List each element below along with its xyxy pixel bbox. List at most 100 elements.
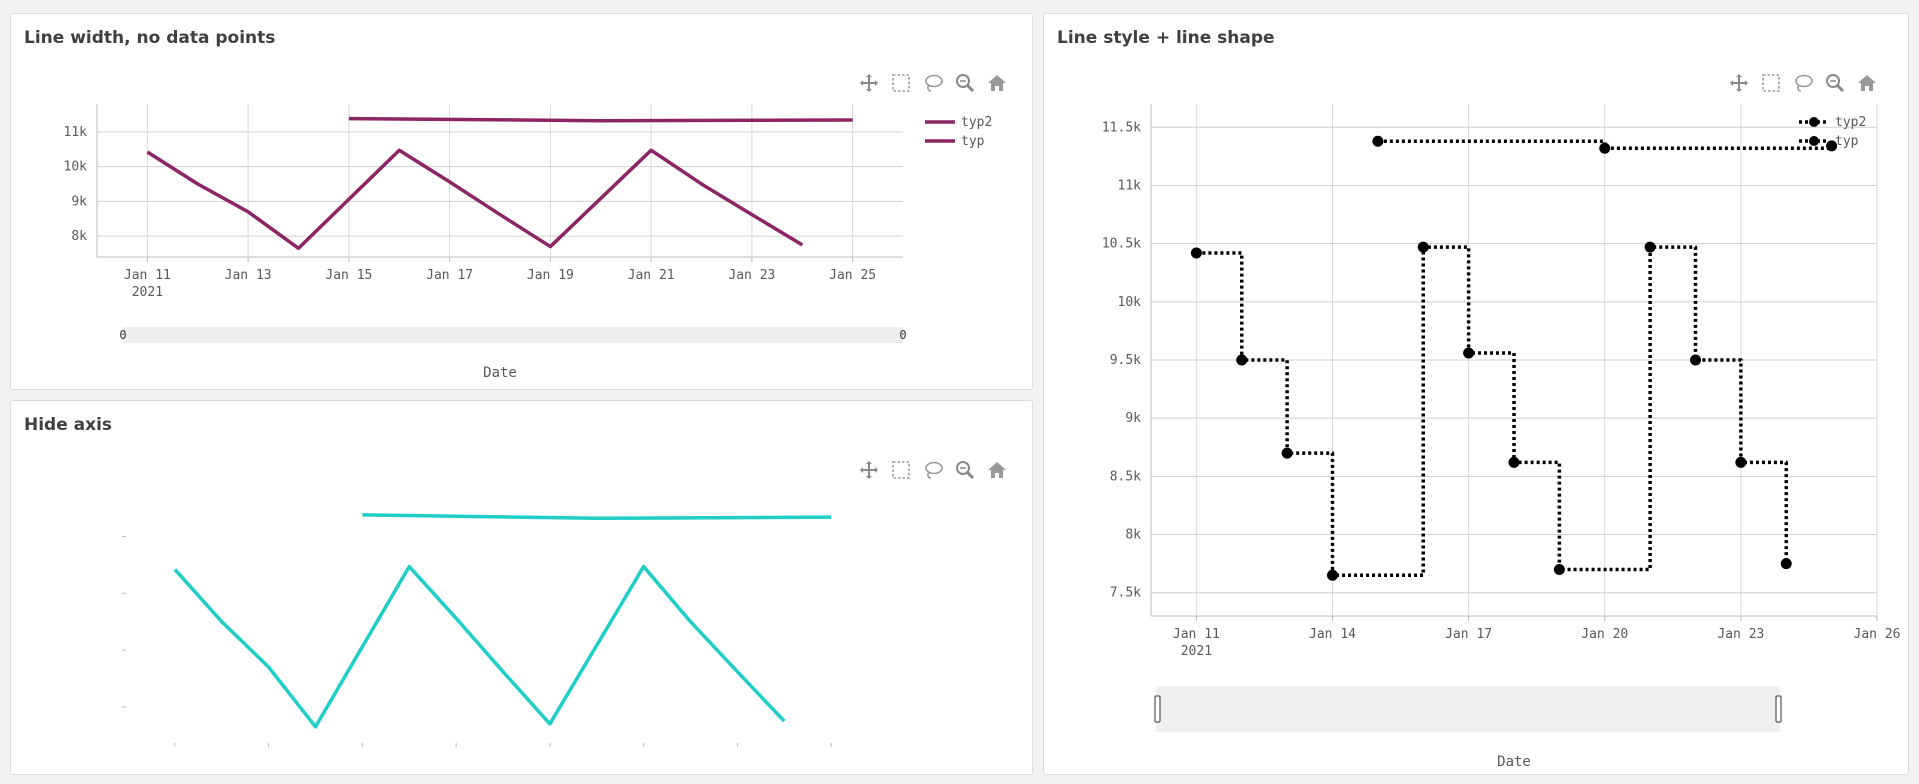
data-point[interactable] bbox=[1780, 558, 1792, 570]
data-point[interactable] bbox=[1463, 347, 1475, 359]
legend-label[interactable]: typ bbox=[1835, 134, 1859, 149]
legend: typ2 typ bbox=[1799, 115, 1866, 149]
series-line-typ2[interactable] bbox=[1377, 139, 1834, 150]
legend-label[interactable]: typ2 bbox=[1835, 115, 1866, 130]
y-tick-label: 8.5k bbox=[1110, 469, 1141, 484]
chart-toolbar bbox=[1727, 71, 1879, 95]
x-tick-label: Jan 13 bbox=[225, 268, 272, 283]
y-tick-label: 10k bbox=[64, 160, 88, 175]
range-slider-handle[interactable] bbox=[1154, 695, 1161, 723]
pan-icon[interactable] bbox=[857, 71, 881, 95]
chart-toolbar bbox=[857, 71, 1009, 95]
y-tick-label: 11k bbox=[1118, 178, 1142, 193]
lasso-icon[interactable] bbox=[921, 458, 945, 482]
box-select-icon[interactable] bbox=[889, 71, 913, 95]
range-slider-left-label: 0 bbox=[119, 328, 126, 342]
data-point[interactable] bbox=[1690, 354, 1701, 366]
x-tick-label: Jan 19 bbox=[527, 268, 574, 283]
series-group bbox=[1190, 135, 1838, 581]
x-axis-title: Date bbox=[1497, 754, 1531, 770]
legend-label[interactable]: typ2 bbox=[961, 115, 992, 130]
series-line-typ[interactable] bbox=[146, 148, 804, 251]
panel-title: Hide axis bbox=[24, 415, 113, 435]
home-icon[interactable] bbox=[1855, 71, 1879, 95]
x-tick-label: 2021 bbox=[1181, 644, 1212, 659]
y-tick-label: 8k bbox=[71, 229, 87, 244]
pan-icon[interactable] bbox=[1727, 71, 1751, 95]
legend: typ2 typ bbox=[925, 115, 992, 149]
range-slider-track[interactable] bbox=[123, 327, 903, 343]
axes: 7.5k 8k 8.5k 9k 9.5k 10k 10.5k 11k 11.5k Jan 11 20… bbox=[1102, 104, 1900, 770]
x-tick-label: Jan 17 bbox=[1445, 627, 1492, 642]
home-icon[interactable] bbox=[985, 71, 1009, 95]
y-tick-label: 9.5k bbox=[1110, 353, 1141, 368]
data-point[interactable] bbox=[1553, 563, 1565, 575]
series-group bbox=[146, 116, 853, 251]
chart-toolbar bbox=[857, 458, 1009, 482]
panel-line-style: Line style + line shape 7.5k 8k 8.5k 9k 9.5k… bbox=[1043, 13, 1909, 775]
legend-label[interactable]: typ bbox=[961, 134, 985, 149]
data-point[interactable] bbox=[1190, 247, 1202, 259]
chart-line-width[interactable]: 8k 9k 10k 11k Jan 11 2021 Jan 13 Jan 15 Jan 17 Ja… bbox=[11, 14, 1033, 390]
y-tick-label: 7.5k bbox=[1110, 586, 1141, 601]
x-tick-label: Jan 14 bbox=[1309, 627, 1356, 642]
data-point[interactable] bbox=[1417, 241, 1429, 253]
range-slider-right-label: 0 bbox=[899, 328, 906, 342]
data-point[interactable] bbox=[1826, 140, 1838, 152]
chart-hide-axis[interactable] bbox=[11, 401, 1033, 775]
data-point[interactable] bbox=[1372, 135, 1384, 147]
legend-marker bbox=[1809, 136, 1819, 146]
data-point[interactable] bbox=[1327, 569, 1338, 581]
axes bbox=[122, 535, 832, 747]
x-tick-label: Jan 11 bbox=[124, 268, 171, 283]
y-tick-label: 9k bbox=[71, 194, 87, 209]
axes: 8k 9k 10k 11k Jan 11 2021 Jan 13 Jan 15 Jan 17 Ja… bbox=[64, 104, 903, 381]
data-point[interactable] bbox=[1236, 354, 1248, 366]
data-point[interactable] bbox=[1281, 447, 1293, 459]
data-point[interactable] bbox=[1599, 142, 1611, 154]
y-tick-label: 10k bbox=[1118, 295, 1142, 310]
home-icon[interactable] bbox=[985, 458, 1009, 482]
zoom-icon[interactable] bbox=[953, 458, 977, 482]
x-tick-label: Jan 23 bbox=[728, 268, 775, 283]
data-point[interactable] bbox=[1644, 241, 1656, 253]
series-line-series-0[interactable] bbox=[362, 513, 832, 521]
data-point[interactable] bbox=[1508, 456, 1520, 468]
pan-icon[interactable] bbox=[857, 458, 881, 482]
chart-line-style[interactable]: 7.5k 8k 8.5k 9k 9.5k 10k 10.5k 11k 11.5k Jan 11 20… bbox=[1044, 14, 1909, 775]
y-tick-label: 11.5k bbox=[1102, 120, 1141, 135]
x-tick-label: Jan 20 bbox=[1581, 627, 1628, 642]
lasso-icon[interactable] bbox=[921, 71, 945, 95]
y-tick-label: 9k bbox=[1125, 411, 1141, 426]
x-tick-label: Jan 17 bbox=[426, 268, 473, 283]
data-point[interactable] bbox=[1735, 456, 1747, 468]
zoom-icon[interactable] bbox=[1823, 71, 1847, 95]
panel-hide-axis: Hide axis bbox=[10, 400, 1033, 775]
series-line-typ2[interactable] bbox=[348, 116, 853, 123]
lasso-icon[interactable] bbox=[1791, 71, 1815, 95]
y-tick-label: 11k bbox=[64, 125, 88, 140]
panel-title: Line style + line shape bbox=[1057, 28, 1275, 48]
x-tick-label: Jan 21 bbox=[628, 268, 675, 283]
panel-line-width: Line width, no data points 8k 9k 10k 11k Jan… bbox=[10, 13, 1033, 390]
y-tick-label: 8k bbox=[1125, 528, 1141, 543]
grid bbox=[1151, 104, 1878, 616]
series-line-typ[interactable] bbox=[1196, 245, 1788, 578]
x-tick-label: Jan 23 bbox=[1717, 627, 1764, 642]
box-select-icon[interactable] bbox=[889, 458, 913, 482]
zoom-icon[interactable] bbox=[953, 71, 977, 95]
x-tick-label: 2021 bbox=[132, 285, 163, 300]
x-tick-label: Jan 15 bbox=[325, 268, 372, 283]
series-line-series-1[interactable] bbox=[173, 564, 786, 729]
series-group bbox=[173, 513, 832, 729]
x-axis-title: Date bbox=[483, 365, 517, 381]
legend-marker bbox=[1809, 117, 1819, 127]
range-slider[interactable] bbox=[1154, 686, 1782, 732]
range-slider-track[interactable] bbox=[1156, 686, 1780, 732]
range-slider-handle[interactable] bbox=[1775, 695, 1782, 723]
x-tick-label: Jan 11 bbox=[1173, 627, 1220, 642]
x-tick-label: Jan 25 bbox=[829, 268, 876, 283]
y-tick-label: 10.5k bbox=[1102, 237, 1141, 252]
box-select-icon[interactable] bbox=[1759, 71, 1783, 95]
